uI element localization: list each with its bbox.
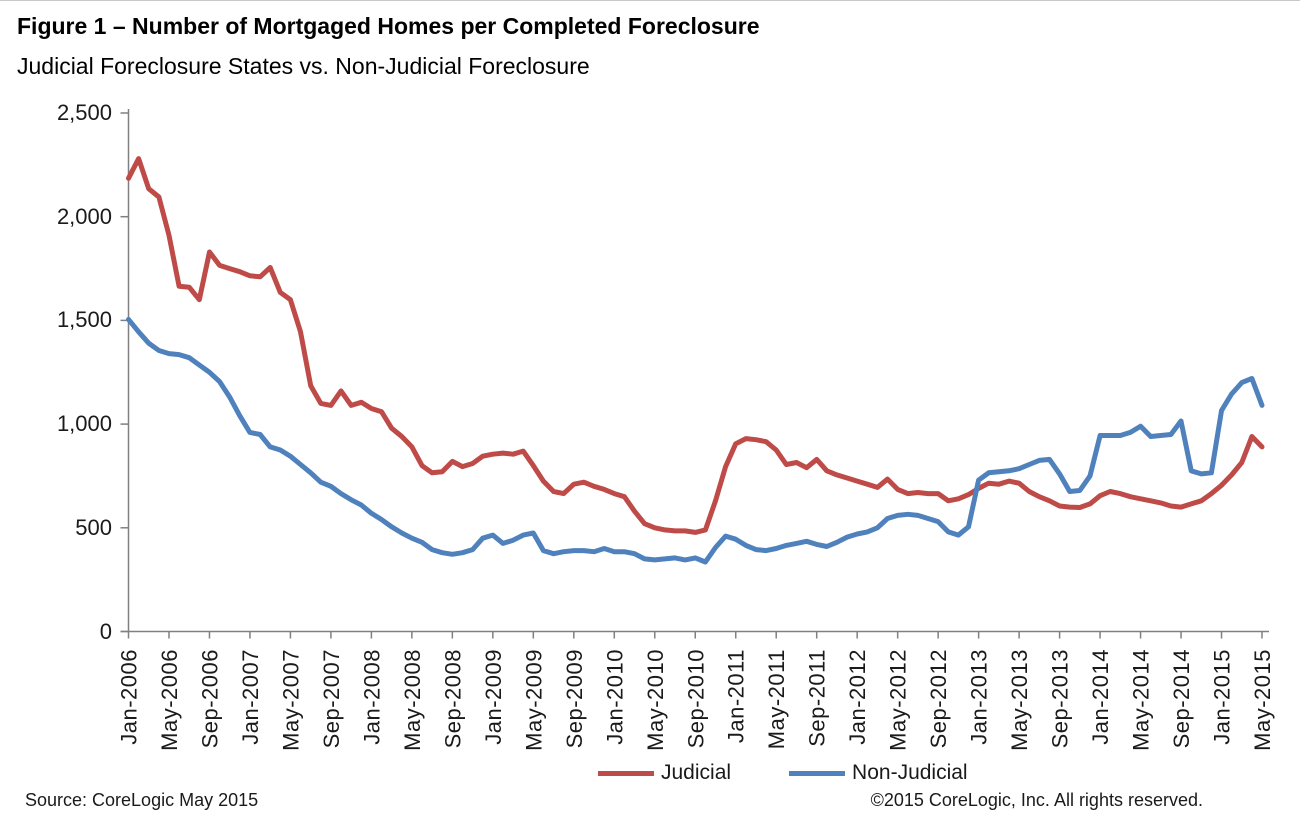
x-tick-label: May-2012	[886, 649, 911, 751]
x-tick-label: May-2013	[1007, 649, 1032, 751]
x-tick-label: Jan-2014	[1088, 649, 1113, 745]
non-judicial-line-swatch	[789, 770, 846, 776]
judicial-line	[126, 156, 1265, 535]
x-tick-label: Jan-2007	[238, 649, 263, 745]
copyright-note: ©2015 CoreLogic, Inc. All rights reserve…	[870, 790, 1203, 810]
chart-legend: Judicial Non-Judicial	[598, 761, 968, 785]
x-tick-label: May-2006	[157, 649, 182, 751]
figure-title: Figure 1 – Number of Mortgaged Homes per…	[17, 13, 760, 39]
x-tick-label: Sep-2006	[197, 649, 222, 748]
y-tick-label: 2,500	[56, 100, 112, 125]
x-tick-label: Jan-2011	[724, 649, 749, 743]
x-tick-label: Sep-2012	[926, 649, 951, 748]
x-tick-label: Sep-2007	[319, 649, 344, 748]
x-tick-label: May-2009	[521, 649, 546, 751]
x-tick-label: Jan-2008	[359, 649, 384, 745]
non-judicial-line	[126, 316, 1265, 565]
legend-label-non-judicial: Non-Judicial	[852, 761, 968, 784]
x-tick-label: Jan-2013	[967, 649, 992, 745]
x-tick-label: Jan-2009	[481, 649, 506, 745]
y-tick-label: 1,000	[56, 411, 112, 437]
x-tick-label: Jan-2015	[1210, 649, 1235, 745]
x-tick-label: May-2010	[643, 649, 668, 751]
x-tick-label: Sep-2011	[805, 649, 830, 747]
x-tick-label: Sep-2010	[683, 649, 708, 748]
x-tick-label: May-2008	[400, 649, 425, 751]
source-note: Source: CoreLogic May 2015	[25, 790, 259, 810]
y-tick-label: 500	[75, 514, 112, 540]
x-tick-label: Sep-2009	[562, 649, 587, 748]
legend-label-judicial: Judicial	[661, 761, 732, 784]
y-tick-label: 1,500	[56, 307, 112, 333]
x-tick-label: Jan-2010	[602, 649, 627, 745]
y-tick-label: 0	[99, 618, 112, 644]
y-tick-label: 2,000	[56, 203, 112, 229]
x-tick-label: Jan-2012	[845, 649, 870, 745]
x-tick-label: Sep-2014	[1169, 649, 1194, 748]
legend-item-judicial: Judicial	[598, 761, 731, 785]
x-tick-label: May-2007	[278, 649, 303, 751]
figure-subtitle: Judicial Foreclosure States vs. Non-Judi…	[17, 53, 590, 79]
x-tick-label: May-2015	[1250, 649, 1275, 751]
x-tick-label: May-2014	[1129, 649, 1154, 751]
x-tick-label: Sep-2008	[440, 649, 465, 748]
x-tick-label: May-2011	[764, 649, 789, 749]
x-tick-label: Sep-2013	[1048, 649, 1073, 748]
x-tick-label: Jan-2006	[117, 649, 142, 745]
judicial-line-swatch	[598, 770, 654, 776]
legend-item-non-judicial: Non-Judicial	[789, 761, 968, 785]
